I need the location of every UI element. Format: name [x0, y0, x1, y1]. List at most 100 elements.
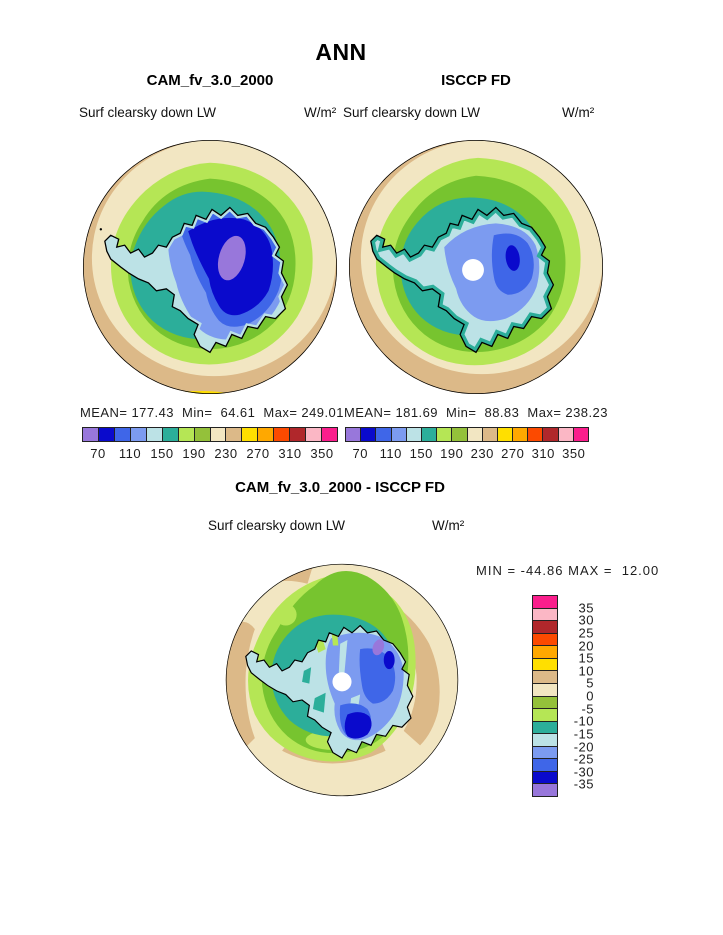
colorbar-diff-labels: 35 30 25 20 15 10 5 0 -5 -10 -15 -20 -25 -30 -35: [560, 595, 594, 797]
pole-data-hole: [462, 259, 484, 281]
polar-map-diff: [225, 563, 459, 797]
units-label-isccp: W/m²: [562, 105, 595, 120]
colorbar-cell: [177, 427, 195, 442]
colorbar-tick-label: 10: [578, 663, 594, 679]
colorbar-tick-label: 310: [278, 446, 302, 461]
colorbar-cell: [532, 657, 558, 672]
colorbar-tick-label: -35: [573, 776, 594, 792]
colorbar-cell: [532, 620, 558, 634]
colorbar-tick-label: 150: [409, 446, 433, 461]
pole-data-hole: [332, 672, 352, 692]
colorbar-cell: [289, 427, 307, 442]
polar-map-cam: [82, 139, 338, 395]
colorbar-tick-label: 70: [90, 446, 106, 461]
colorbar-tick-label: -20: [573, 739, 594, 754]
colorbar-cell: [532, 670, 558, 684]
stats-cam: MEAN= 177.43 Min= 64.61 Max= 249.01: [80, 405, 344, 420]
figure-title: ANN: [315, 39, 367, 65]
colorbar-cell: [345, 427, 362, 442]
colorbar-cell: [532, 745, 558, 760]
colorbar-tick-label: 230: [214, 446, 238, 461]
colorbar-tick-label: -30: [573, 764, 594, 780]
colorbar-tick-label: -25: [573, 751, 594, 767]
colorbar-cell: [375, 427, 392, 442]
colorbar-cell: [527, 427, 544, 442]
colorbar-cell: [532, 720, 558, 735]
colorbar-cell: [209, 427, 227, 442]
colorbar-cell: [405, 427, 422, 442]
colorbar-tick-label: 230: [470, 446, 494, 461]
colorbar-cell: [390, 427, 407, 442]
colorbar-cell: [532, 632, 558, 647]
map-isccp-ocean-rings: [348, 139, 604, 395]
colorbar-cell: [532, 682, 558, 697]
colorbar-cell: [321, 427, 338, 442]
colorbar-isccp-ticks: 70 110 150 190 230 270 310 350: [345, 446, 589, 462]
colorbar-cell: [532, 607, 558, 622]
colorbar-cell: [496, 427, 514, 442]
variable-label-isccp: Surf clearsky down LW: [343, 105, 481, 120]
colorbar-cell: [451, 427, 468, 442]
colorbar-cell: [532, 733, 558, 747]
colorbar-tick-label: -15: [573, 726, 594, 742]
colorbar-cell: [113, 427, 131, 442]
colorbar-cell: [532, 708, 558, 722]
colorbar-cell: [82, 427, 99, 442]
colorbar-tick-label: 30: [578, 612, 594, 628]
colorbar-cell: [273, 427, 291, 442]
colorbar-tick-label: 150: [150, 446, 174, 461]
panel-title-cam: CAM_fv_3.0_2000: [146, 72, 274, 89]
colorbar-cell: [572, 427, 589, 442]
colorbar-cell: [512, 427, 529, 442]
colorbar-cell: [305, 427, 323, 442]
map-diff-ocean: [225, 563, 459, 797]
colorbar-cell: [420, 427, 438, 442]
colorbar-cell: [360, 427, 377, 442]
colorbar-tick-label: 270: [501, 446, 525, 461]
colorbar-isccp: [345, 427, 589, 442]
colorbar-cell: [241, 427, 259, 442]
colorbar-tick-label: 35: [578, 600, 594, 616]
colorbar-cam: [82, 427, 338, 442]
polar-map-isccp: [348, 139, 604, 395]
colorbar-cell: [532, 783, 558, 797]
colorbar-cell: [145, 427, 163, 442]
colorbar-cell: [532, 758, 558, 772]
colorbar-tick-label: -5: [581, 701, 594, 717]
stats-isccp: MEAN= 181.69 Min= 88.83 Max= 238.23: [344, 405, 608, 420]
colorbar-tick-label: 5: [586, 675, 594, 691]
stats-diff: MIN = -44.86 MAX = 12.00: [476, 563, 660, 578]
colorbar-tick-label: 190: [440, 446, 464, 461]
colorbar-tick-label: 25: [578, 625, 594, 641]
colorbar-cell: [542, 427, 559, 442]
colorbar-cell: [97, 427, 115, 442]
colorbar-cell: [481, 427, 498, 442]
colorbar-tick-label: 190: [182, 446, 206, 461]
colorbar-tick-label: -10: [573, 713, 594, 729]
colorbar-tick-label: 270: [246, 446, 270, 461]
colorbar-cell: [466, 427, 483, 442]
map-cam-continent: [104, 207, 288, 352]
variable-label-diff: Surf clearsky down LW: [208, 518, 346, 533]
colorbar-tick-label: 110: [118, 446, 142, 461]
colorbar-tick-label: 350: [562, 446, 586, 461]
units-label-diff: W/m²: [432, 518, 465, 533]
colorbar-tick-label: 20: [578, 638, 594, 653]
map-isccp-continent: [370, 207, 554, 352]
colorbar-cell: [532, 770, 558, 785]
colorbar-cell: [129, 427, 147, 442]
colorbar-cell: [532, 695, 558, 710]
colorbar-tick-label: 110: [379, 446, 402, 461]
colorbar-cell: [532, 645, 558, 659]
panel-title-diff: CAM_fv_3.0_2000 - ISCCP FD: [235, 479, 445, 496]
colorbar-cell: [161, 427, 179, 442]
colorbar-cam-ticks: 70 110 150 190 230 270 310 350: [82, 446, 338, 462]
colorbar-cell: [436, 427, 453, 442]
panel-title-isccp: ISCCP FD: [441, 72, 511, 89]
colorbar-cell: [257, 427, 275, 442]
colorbar-cell: [193, 427, 211, 442]
colorbar-tick-label: 0: [586, 688, 594, 704]
colorbar-diff: [532, 595, 558, 797]
colorbar-cell: [532, 595, 558, 609]
